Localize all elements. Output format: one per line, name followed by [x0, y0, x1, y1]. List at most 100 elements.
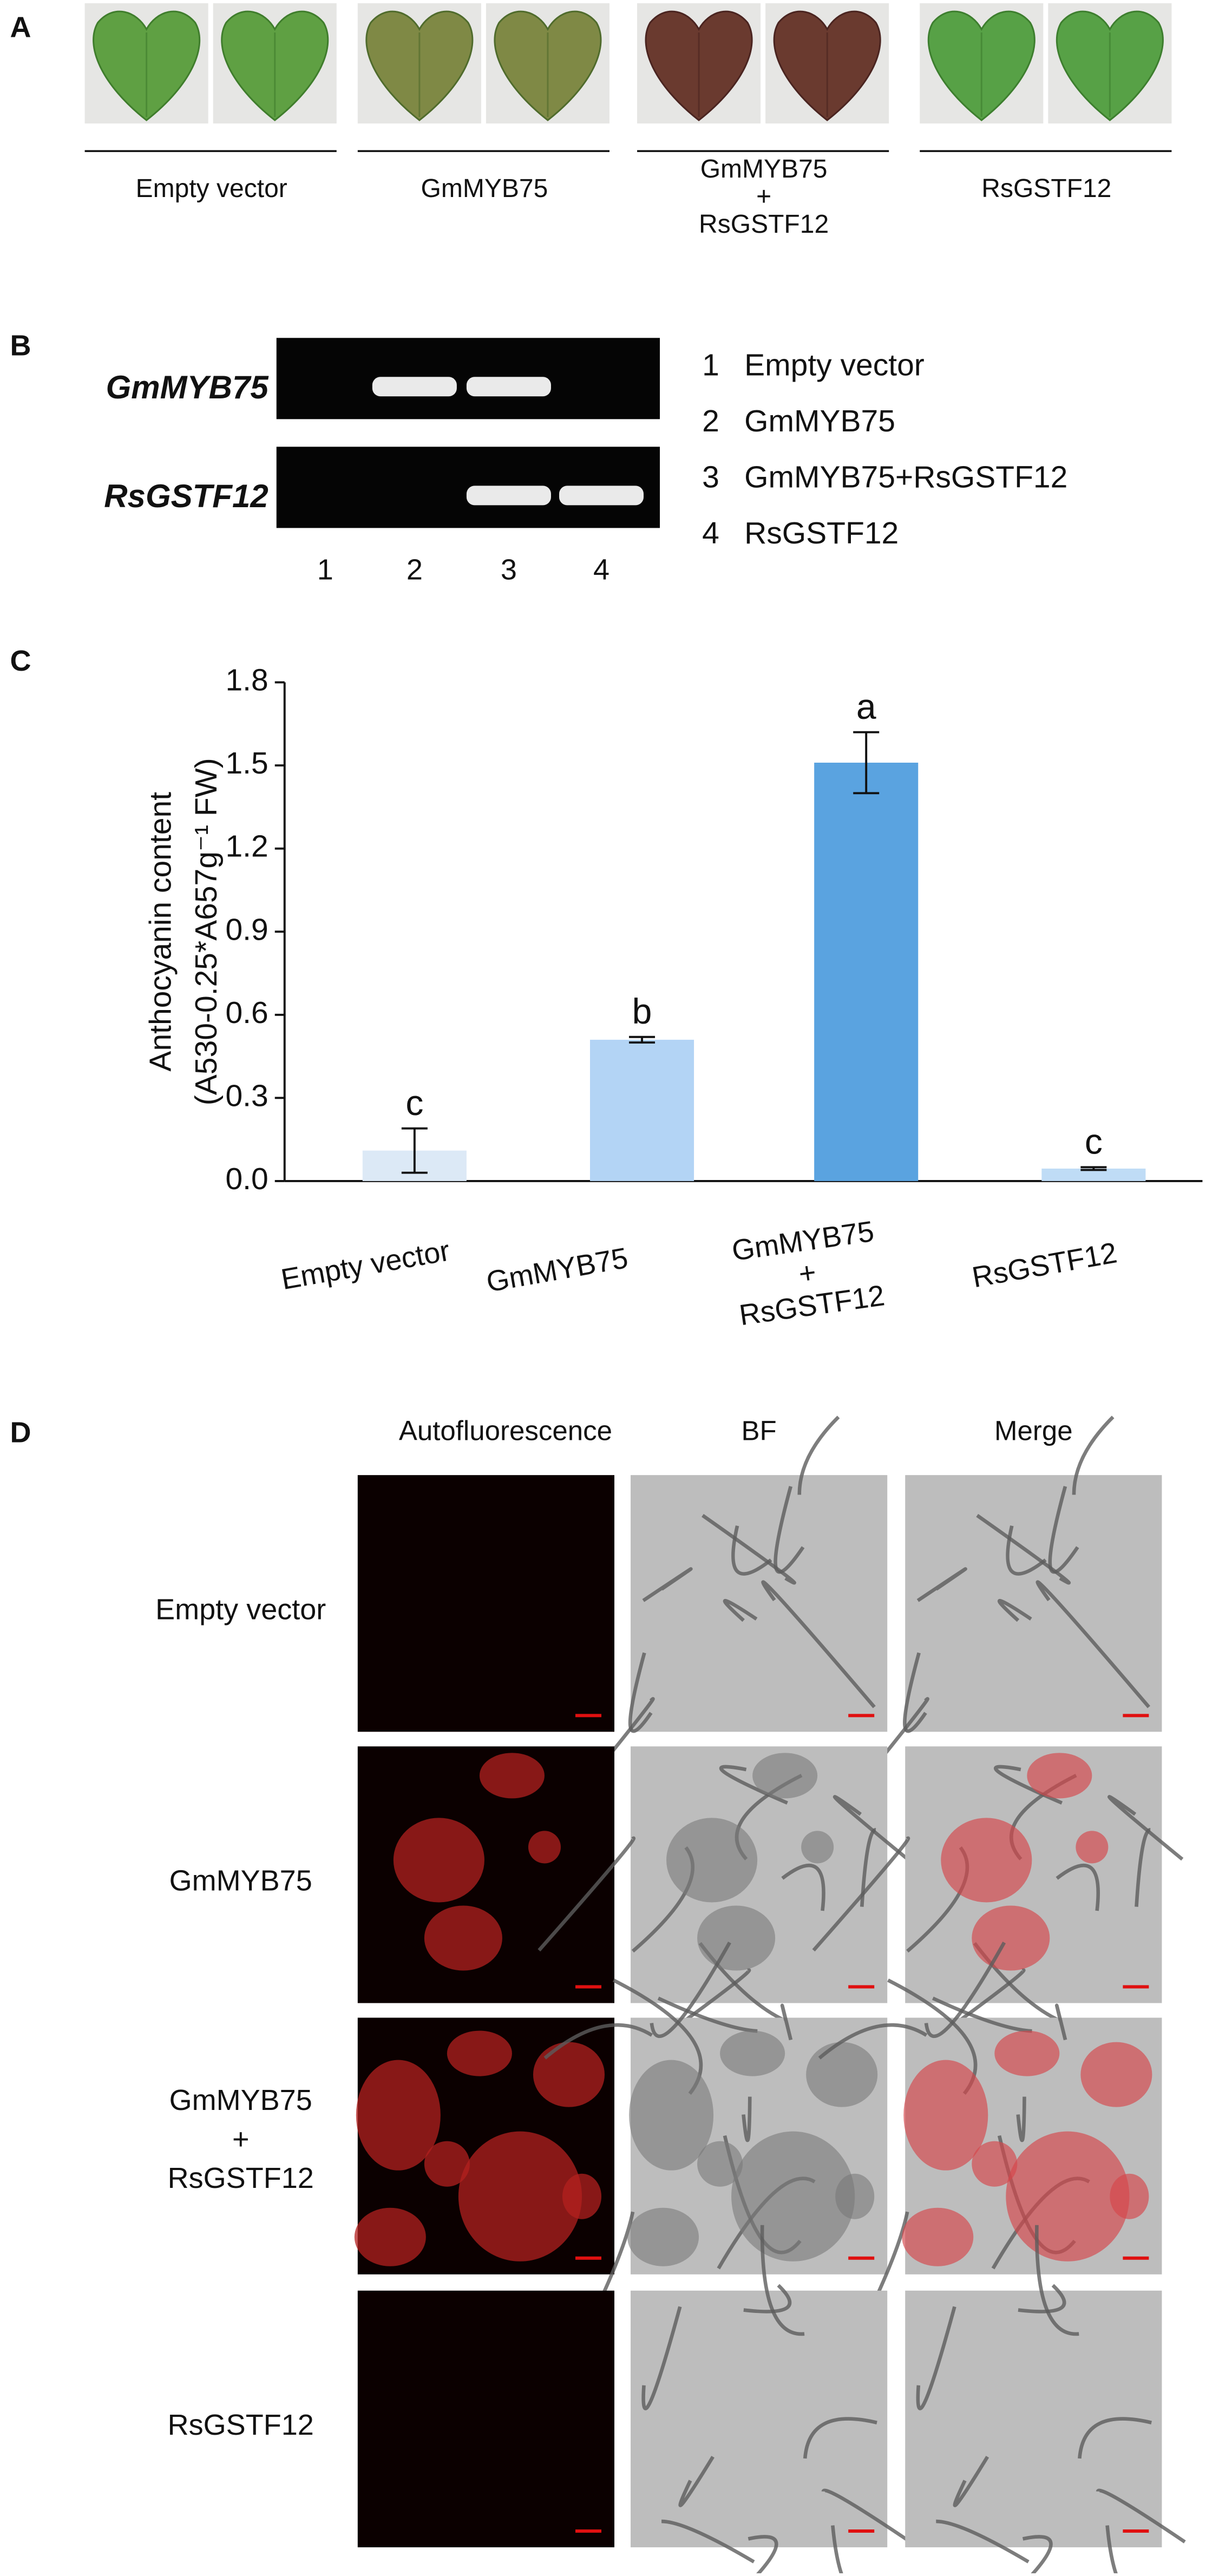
legend-label: Empty vector — [744, 348, 925, 382]
lane-number: 1 — [317, 554, 333, 586]
cell-wall — [678, 2455, 715, 2507]
merged-fluorescence — [903, 2060, 988, 2171]
fluorescence — [424, 2141, 470, 2187]
y-tick-label: 0.9 — [225, 912, 268, 947]
cell-wall — [748, 2535, 778, 2576]
column-header: BF — [742, 1415, 777, 1446]
cell-wall — [628, 1652, 653, 1733]
group-label: GmMYB75 — [421, 174, 548, 203]
group-label: RsGSTF12 — [699, 210, 829, 239]
micrograph — [631, 1475, 888, 1732]
gene-label: RsGSTF12 — [104, 478, 268, 514]
legend-label: GmMYB75+RsGSTF12 — [744, 460, 1067, 494]
panel-letter: C — [10, 645, 31, 677]
legend-number: 4 — [702, 516, 719, 550]
cell-wall — [831, 2525, 844, 2576]
row-label: RsGSTF12 — [168, 2409, 314, 2441]
cell-wall — [661, 2519, 755, 2564]
cell-wall — [997, 1598, 1032, 1622]
merged-fluorescence — [994, 2030, 1060, 2076]
cell-wall — [657, 1996, 758, 2033]
vacuole — [627, 2207, 699, 2266]
cell-wall — [803, 2417, 877, 2459]
cell-wall — [600, 1697, 655, 1766]
cell-wall — [1022, 2535, 1053, 2576]
cell-wall — [743, 2284, 792, 2313]
y-tick-label: 0.6 — [225, 995, 268, 1030]
cell-wall — [642, 1567, 693, 1602]
significance-letter: c — [405, 1083, 423, 1123]
bar — [589, 1039, 694, 1181]
group-label: + — [756, 182, 771, 211]
cell-wall — [760, 2225, 805, 2336]
cell-wall — [538, 1836, 636, 1952]
vacuole — [835, 2173, 875, 2219]
x-tick-label-group: GmMYB75+RsGSTF12 — [730, 1215, 887, 1332]
cell-wall — [1107, 1795, 1184, 1861]
bar — [1041, 1168, 1146, 1181]
row-label: Empty vector — [155, 1594, 326, 1626]
legend-number: 2 — [702, 404, 719, 438]
cell-wall — [818, 2023, 928, 2060]
x-tick-label: GmMYB75 — [484, 1242, 631, 1299]
cell-wall — [833, 1795, 909, 1861]
cell-wall — [1016, 2096, 1026, 2142]
fluorescence — [424, 1905, 502, 1971]
significance-letter: c — [1085, 1122, 1103, 1162]
cell-wall — [742, 2096, 752, 2142]
cell-wall — [812, 1836, 910, 1952]
vacuole — [720, 2030, 785, 2076]
micrograph — [357, 2290, 615, 2547]
cell-wall — [1035, 1580, 1150, 1708]
panel-letter: A — [10, 11, 31, 43]
cell-wall — [936, 2519, 1030, 2564]
y-tick-label: 1.8 — [225, 663, 268, 698]
legend-label: GmMYB75 — [744, 404, 895, 438]
micrograph — [905, 1475, 1162, 1732]
merged-fluorescence — [972, 2141, 1018, 2187]
group-label: RsGSTF12 — [981, 174, 1111, 203]
y-axis-label: (A530-0.25*A657g⁻¹ FW) — [189, 758, 224, 1105]
gel-band — [466, 377, 551, 397]
vacuole — [752, 1753, 818, 1799]
cell-wall — [875, 1697, 929, 1766]
vacuole — [697, 2141, 743, 2187]
panel-letter: D — [10, 1416, 31, 1448]
merged-fluorescence — [1076, 1831, 1109, 1864]
fluorescence — [447, 2030, 512, 2076]
merged-fluorescence — [941, 1818, 1032, 1903]
row-label: RsGSTF12 — [168, 2162, 314, 2194]
vacuole — [806, 2042, 878, 2107]
column-header: Autofluorescence — [399, 1415, 612, 1446]
vacuole — [697, 1905, 776, 1971]
gel — [276, 338, 660, 419]
cell-walls — [600, 1415, 876, 1766]
cell-wall — [1096, 2488, 1186, 2544]
vacuole — [629, 2060, 714, 2171]
micrograph — [357, 1475, 615, 1732]
cell-wall — [953, 2455, 989, 2507]
cell-walls — [875, 1415, 1150, 1766]
gel-band — [372, 377, 457, 397]
cell-wall — [932, 1996, 1032, 2033]
y-axis-label: Anthocyanin content — [143, 792, 178, 1072]
cell-wall — [731, 1525, 772, 1576]
fluorescence — [458, 2131, 582, 2262]
cell-wall — [781, 1863, 825, 1911]
fluorescence — [479, 1753, 545, 1799]
x-tick-label: Empty vector — [279, 1234, 453, 1296]
cell-wall — [780, 2003, 793, 2041]
row-label: GmMYB75 — [169, 1865, 312, 1897]
gel-band — [559, 486, 644, 506]
column-header: Merge — [994, 1415, 1073, 1446]
row-label: + — [232, 2123, 250, 2155]
legend-number: 1 — [702, 348, 719, 382]
x-tick-label: + — [797, 1256, 818, 1290]
cell-walls — [916, 2225, 1186, 2576]
cell-wall — [650, 1941, 731, 2038]
cell-wall — [641, 2306, 682, 2410]
vacuole — [801, 1831, 834, 1864]
significance-letter: a — [856, 686, 876, 726]
cell-wall — [1072, 1415, 1115, 1495]
